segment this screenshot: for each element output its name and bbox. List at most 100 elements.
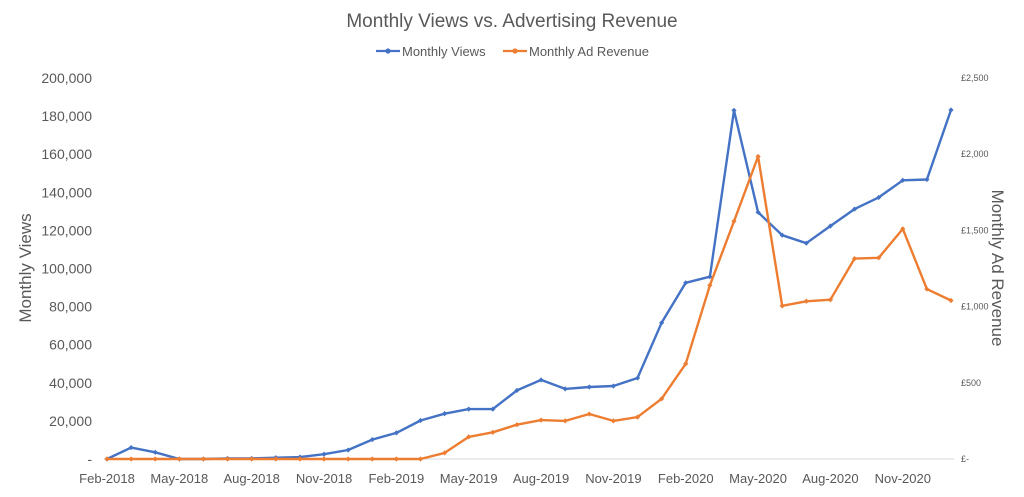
data-point-revenue[interactable] — [466, 434, 472, 440]
x-tick-label: Nov-2020 — [875, 471, 931, 486]
data-point-revenue[interactable] — [249, 456, 255, 462]
data-point-revenue[interactable] — [683, 361, 689, 367]
data-point-revenue[interactable] — [417, 456, 424, 462]
data-point-revenue[interactable] — [634, 414, 641, 420]
data-point-revenue[interactable] — [369, 456, 375, 462]
y-left-tick-label: 80,000 — [49, 299, 92, 315]
data-point-views[interactable] — [900, 177, 906, 183]
data-point-revenue[interactable] — [731, 218, 737, 224]
data-point-revenue[interactable] — [538, 417, 544, 423]
x-tick-label: Feb-2018 — [79, 471, 135, 486]
legend-item-views[interactable]: Monthly Views — [376, 44, 486, 59]
data-point-views[interactable] — [466, 406, 472, 412]
data-point-views[interactable] — [634, 375, 641, 381]
data-point-views[interactable] — [731, 107, 737, 113]
series-line-views — [106, 109, 953, 461]
legend-dot-revenue — [512, 48, 518, 54]
data-point-revenue[interactable] — [490, 429, 496, 435]
data-point-views[interactable] — [851, 206, 858, 212]
series-line-revenue — [107, 155, 952, 461]
x-tick-label: Aug-2019 — [513, 471, 569, 486]
x-tick-label: Aug-2018 — [223, 471, 279, 486]
data-point-views[interactable] — [538, 377, 544, 383]
data-point-views[interactable] — [948, 107, 954, 113]
data-point-views[interactable] — [707, 274, 713, 280]
data-point-views[interactable] — [321, 451, 327, 457]
data-point-revenue[interactable] — [755, 153, 761, 160]
data-point-revenue[interactable] — [393, 456, 399, 462]
data-point-revenue[interactable] — [803, 298, 809, 304]
data-point-views[interactable] — [152, 449, 158, 455]
data-point-views[interactable] — [683, 280, 689, 286]
data-point-revenue[interactable] — [659, 396, 665, 402]
data-point-revenue[interactable] — [442, 450, 448, 456]
y-left-tick-label: 180,000 — [41, 108, 92, 124]
data-point-views[interactable] — [803, 240, 809, 246]
x-tick-label: Nov-2019 — [585, 471, 641, 486]
data-point-revenue[interactable] — [876, 255, 882, 261]
data-point-revenue[interactable] — [707, 282, 713, 288]
y-left-tick-label: - — [87, 451, 92, 467]
x-tick-label: May-2019 — [440, 471, 498, 486]
legend-label-revenue: Monthly Ad Revenue — [529, 44, 649, 59]
data-point-revenue[interactable] — [176, 456, 182, 462]
data-point-revenue[interactable] — [104, 456, 110, 462]
data-point-revenue[interactable] — [827, 297, 834, 303]
data-point-views[interactable] — [514, 387, 520, 394]
data-point-views[interactable] — [442, 411, 448, 417]
data-point-revenue[interactable] — [128, 456, 134, 462]
data-point-revenue[interactable] — [924, 286, 930, 292]
data-point-revenue[interactable] — [321, 456, 327, 462]
y-left-tick-label: 40,000 — [49, 375, 92, 391]
data-point-views[interactable] — [755, 209, 761, 215]
data-point-views[interactable] — [876, 194, 882, 201]
y-axis-right-ticks: £- £500 £1,000 £1,500 £2,000 £2,500 — [961, 73, 989, 464]
data-point-views[interactable] — [128, 444, 134, 451]
y-axis-right-label: Monthly Ad Revenue — [988, 190, 1007, 347]
data-point-revenue[interactable] — [345, 456, 351, 462]
y-left-tick-label: 60,000 — [49, 337, 92, 353]
data-point-revenue[interactable] — [514, 422, 520, 428]
data-point-views[interactable] — [369, 436, 375, 443]
data-point-revenue[interactable] — [610, 418, 616, 424]
y-right-tick-label: £2,000 — [961, 149, 989, 159]
y-left-tick-label: 20,000 — [49, 413, 92, 429]
y-right-tick-label: £1,500 — [961, 225, 989, 235]
data-point-views[interactable] — [417, 417, 424, 424]
data-point-revenue[interactable] — [900, 226, 906, 232]
data-point-revenue[interactable] — [273, 456, 279, 462]
data-point-revenue[interactable] — [200, 456, 207, 462]
data-point-views[interactable] — [586, 384, 592, 390]
data-point-views[interactable] — [779, 232, 785, 238]
y-left-tick-label: 100,000 — [41, 261, 92, 277]
data-point-revenue[interactable] — [562, 418, 568, 424]
legend-item-revenue[interactable]: Monthly Ad Revenue — [503, 44, 649, 59]
data-point-views[interactable] — [924, 176, 930, 183]
x-tick-label: Feb-2019 — [369, 471, 425, 486]
data-point-revenue[interactable] — [948, 297, 954, 304]
data-point-views[interactable] — [562, 386, 568, 392]
y-right-tick-label: £- — [961, 454, 969, 464]
y-axis-left-ticks: - 20,000 40,000 60,000 80,000 100,000 120,000 1… — [41, 70, 92, 467]
x-tick-label: Nov-2018 — [296, 471, 352, 486]
data-point-views[interactable] — [827, 223, 834, 229]
data-point-revenue[interactable] — [851, 255, 858, 262]
data-point-views[interactable] — [610, 383, 616, 389]
x-axis-ticks: Feb-2018 May-2018 Aug-2018 Nov-2018 Feb-2019… — [79, 471, 931, 486]
data-point-revenue[interactable] — [779, 303, 785, 309]
data-point-views[interactable] — [345, 447, 351, 453]
data-point-revenue[interactable] — [224, 456, 231, 462]
data-point-views[interactable] — [393, 430, 399, 436]
data-point-views[interactable] — [659, 320, 665, 326]
data-point-revenue[interactable] — [297, 456, 303, 462]
x-tick-label: Aug-2020 — [802, 471, 858, 486]
data-point-revenue[interactable] — [586, 411, 592, 417]
x-tick-label: Feb-2020 — [658, 471, 714, 486]
data-point-views[interactable] — [490, 406, 496, 412]
x-tick-label: May-2018 — [150, 471, 208, 486]
legend-dot-views — [385, 48, 391, 54]
series-revenue — [104, 153, 954, 462]
data-point-revenue[interactable] — [152, 456, 158, 462]
